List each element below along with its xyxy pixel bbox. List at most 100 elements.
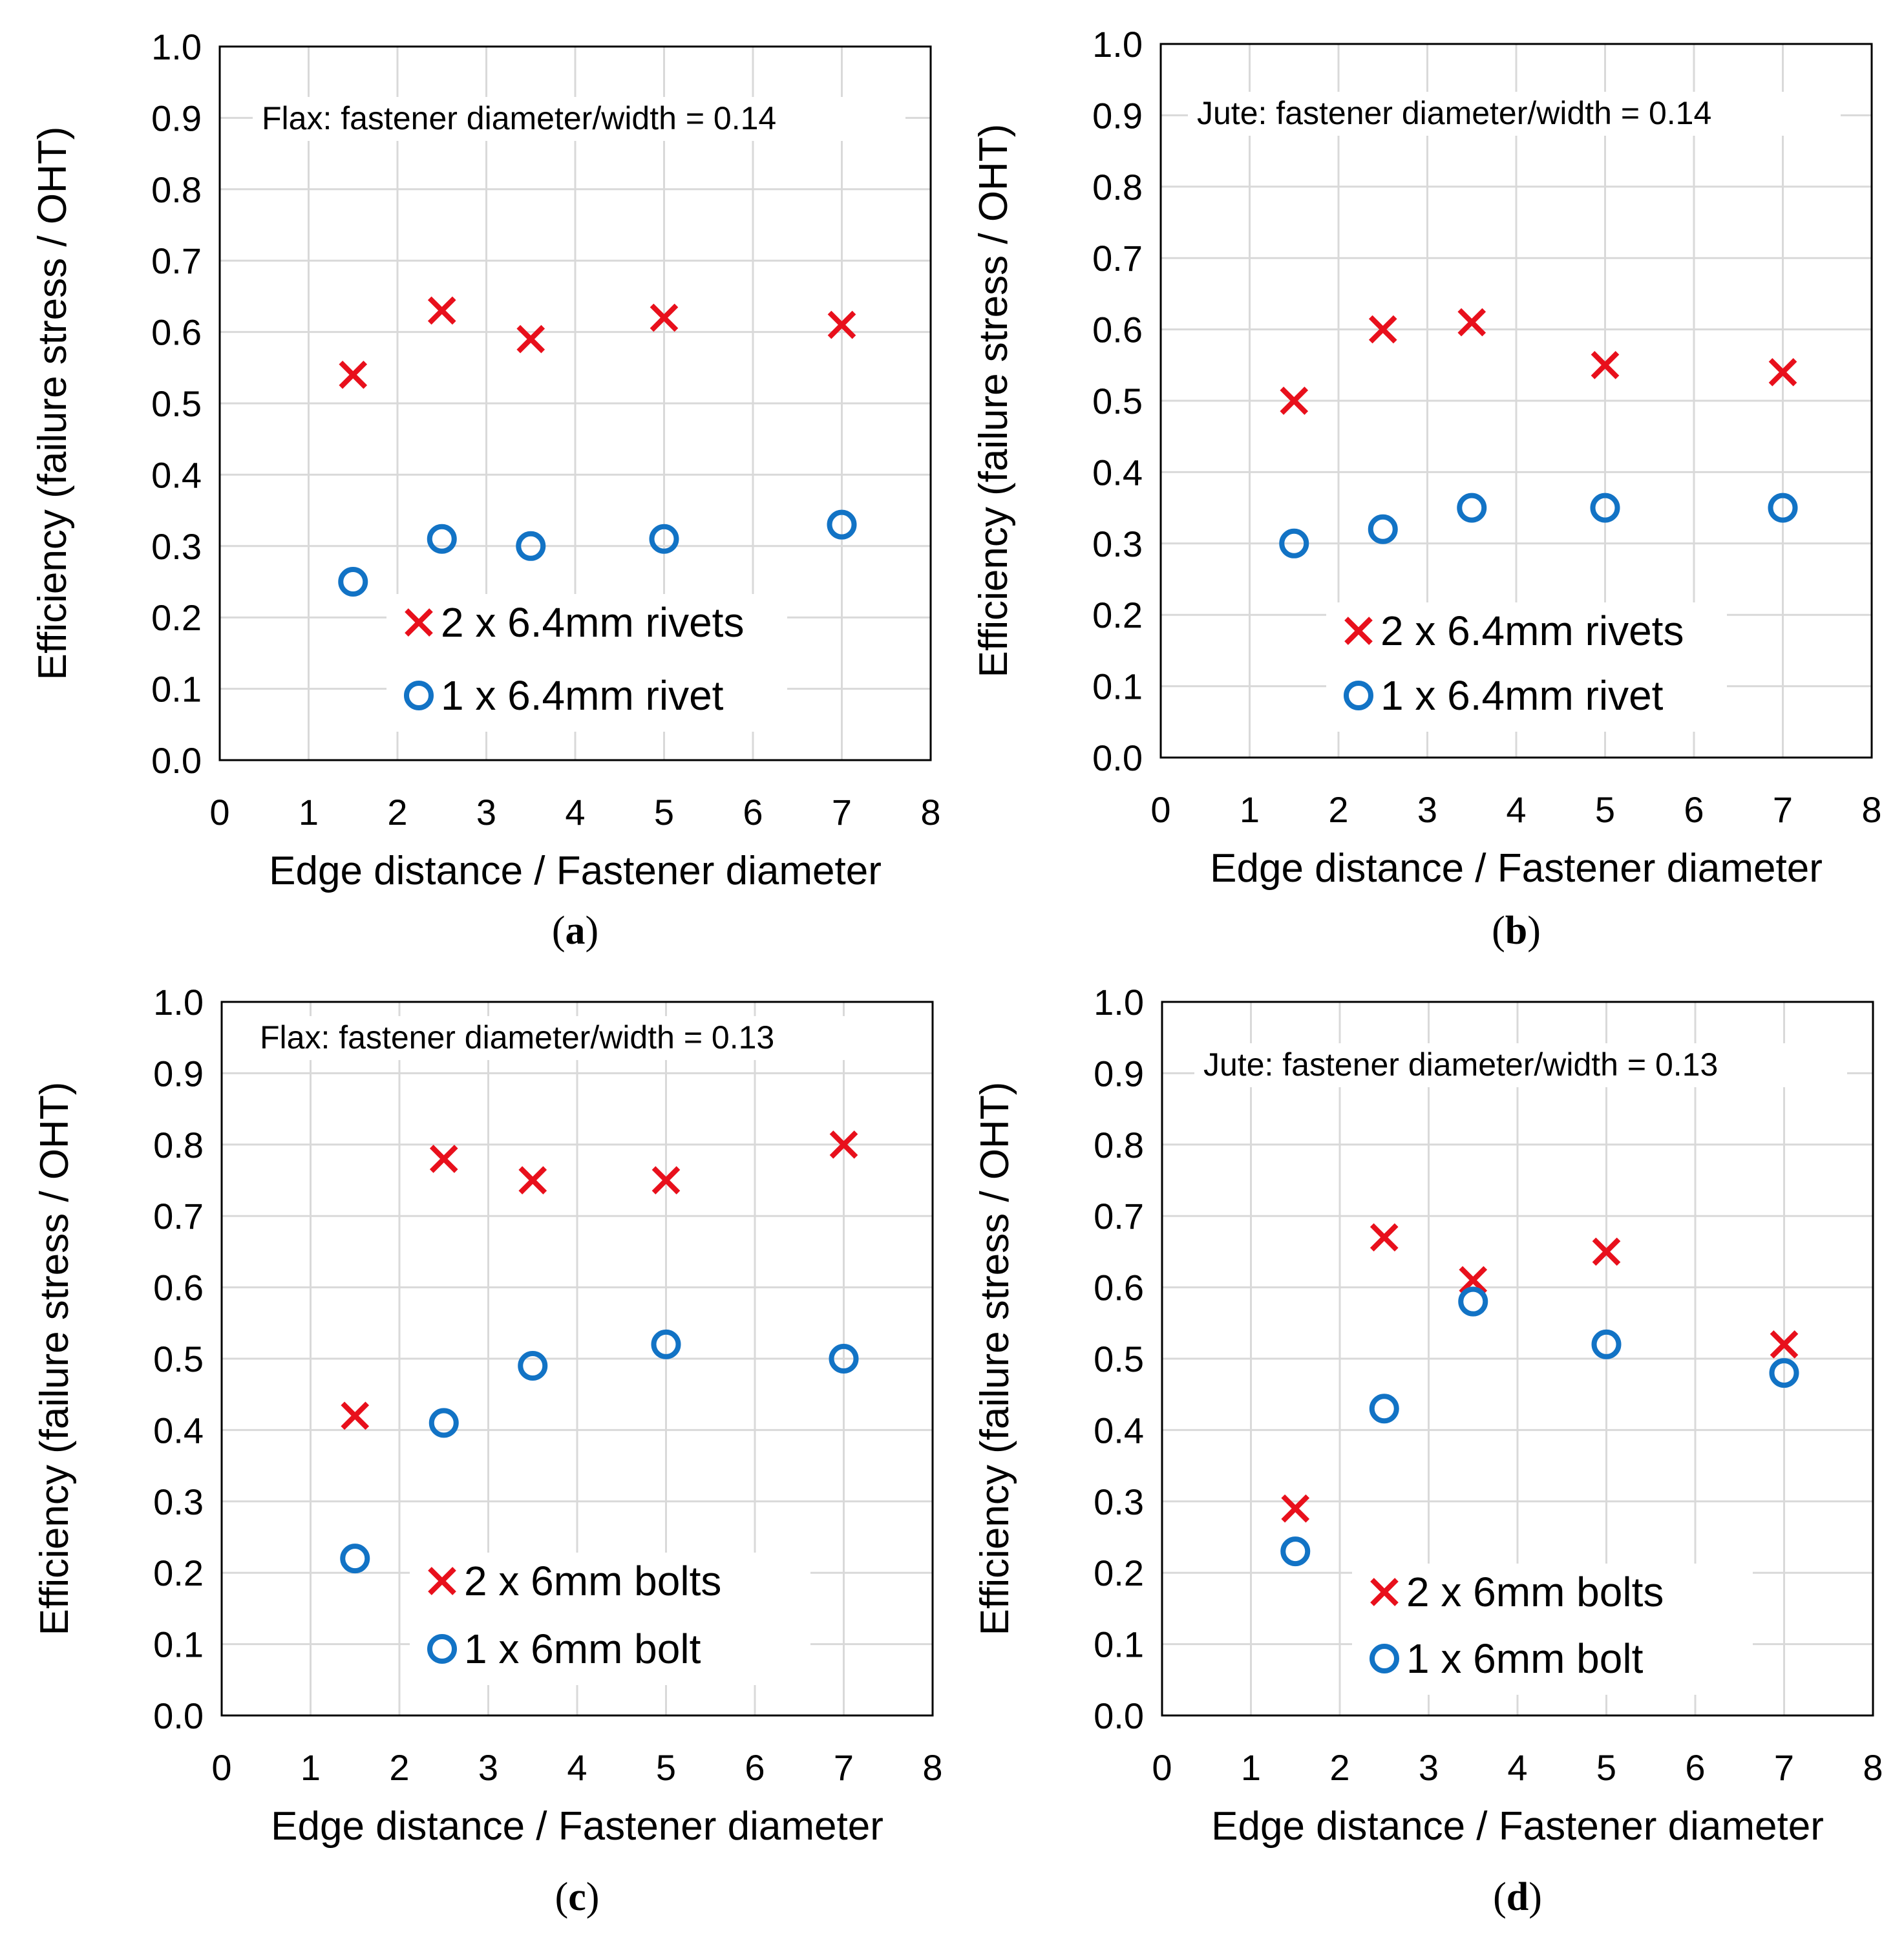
x-tick-label: 4 <box>567 1747 587 1788</box>
x-tick-label: 4 <box>1506 789 1526 830</box>
cross-stroke <box>518 1166 547 1194</box>
x-tick-label: 1 <box>301 1747 321 1788</box>
legend-marker-cross <box>1344 617 1373 645</box>
legend-label: 1 x 6.4mm rivet <box>441 672 724 719</box>
legend-label: 2 x 6.4mm rivets <box>1380 608 1684 654</box>
series-circles <box>1279 493 1798 558</box>
y-tick-label: 0.9 <box>1092 95 1143 136</box>
x-tick-label: 6 <box>745 1747 765 1788</box>
y-tick-label: 0.0 <box>1092 738 1143 778</box>
x-tick-label: 5 <box>1596 1747 1616 1788</box>
legend-marker-circle <box>1344 681 1373 710</box>
cross-stroke <box>1281 1494 1310 1523</box>
legend-background <box>1352 1564 1753 1695</box>
y-tick-label: 0.4 <box>1094 1410 1144 1450</box>
cross-stroke <box>405 608 433 637</box>
y-tick-label: 0.6 <box>151 312 202 353</box>
data-point-circle <box>338 567 368 597</box>
y-tick-label: 0.9 <box>151 98 202 138</box>
data-point-circle <box>1280 1536 1311 1567</box>
panel-b: 0.0 0.1 0.2 0.3 0.4 0.5 0.6 0.7 0.8 0.9 1.0 0 1 2 3 4 5 6… <box>971 24 1882 953</box>
y-tick-label: 0.5 <box>1092 381 1143 421</box>
y-tick-label: 0.4 <box>151 454 202 495</box>
y-tick-label: 0.7 <box>1092 238 1143 279</box>
panel-label: (d) <box>1493 1875 1542 1919</box>
y-tick-label: 0.5 <box>153 1339 204 1379</box>
data-point-circle <box>1369 1394 1399 1424</box>
data-point-circle <box>1368 514 1398 544</box>
x-tick-label: 8 <box>920 792 940 833</box>
y-axis-title: Efficiency (failure stress / OHT) <box>32 1082 77 1636</box>
x-tick-label: 8 <box>1861 789 1881 830</box>
cross-stroke <box>341 1401 370 1430</box>
y-tick-label: 0.7 <box>151 240 202 281</box>
y-tick-label: 0.0 <box>151 740 202 781</box>
cross-stroke <box>827 310 856 339</box>
cross-stroke <box>1770 1330 1799 1359</box>
x-tick-label: 5 <box>1595 789 1615 830</box>
y-tick-label: 1.0 <box>153 982 204 1023</box>
series-circles <box>338 509 857 597</box>
data-point-circle <box>1458 1286 1488 1317</box>
y-tick-label: 0.4 <box>153 1410 204 1450</box>
y-tick-label: 0.8 <box>1094 1125 1144 1165</box>
cross-stroke <box>1768 358 1797 387</box>
data-point-cross <box>1370 1223 1399 1252</box>
annotation-text: Jute: fastener diameter/width = 0.14 <box>1197 95 1711 131</box>
y-tick-label: 0.7 <box>153 1196 204 1237</box>
cross-stroke <box>1370 1578 1399 1606</box>
cross-stroke <box>1592 1237 1621 1266</box>
x-tick-label: 3 <box>476 792 496 833</box>
data-point-circle <box>340 1544 370 1574</box>
x-axis-title: Edge distance / Fastener diameter <box>1211 1804 1824 1849</box>
x-tick-label: 2 <box>1329 1747 1349 1788</box>
y-axis-title: Efficiency (failure stress / OHT) <box>971 124 1016 678</box>
annotation-text: Flax: fastener diameter/width = 0.13 <box>260 1019 774 1056</box>
panel-c: 0.0 0.1 0.2 0.3 0.4 0.5 0.6 0.7 0.8 0.9 1.0 0 1 2 3 4 5 6… <box>32 982 943 1919</box>
legend-background <box>386 594 787 732</box>
data-point-cross <box>339 361 368 389</box>
data-point-circle <box>1457 493 1487 523</box>
cross-stroke <box>829 1130 858 1159</box>
y-tick-label: 0.6 <box>153 1268 204 1308</box>
y-axis-title: Efficiency (failure stress / OHT) <box>973 1082 1017 1636</box>
data-point-cross <box>427 296 456 325</box>
y-axis-title: Efficiency (failure stress / OHT) <box>30 127 75 681</box>
x-tick-label: 1 <box>1240 789 1260 830</box>
cross-stroke <box>1344 617 1373 645</box>
data-point-circle <box>1279 528 1309 558</box>
legend-marker-cross <box>1370 1578 1399 1606</box>
cross-stroke <box>1459 1266 1488 1295</box>
y-tick-label: 0.7 <box>1094 1196 1144 1237</box>
data-point-circle <box>651 1329 681 1359</box>
panel-d: 0.0 0.1 0.2 0.3 0.4 0.5 0.6 0.7 0.8 0.9 1.0 0 1 2 3 4 5 6… <box>973 982 1883 1919</box>
data-point-circle <box>649 524 679 554</box>
data-point-cross <box>1770 1330 1799 1359</box>
y-tick-label: 0.8 <box>151 169 202 210</box>
legend-marker-circle <box>404 681 434 710</box>
data-point-cross <box>1459 1266 1488 1295</box>
data-point-circle <box>427 524 457 554</box>
annotation-background <box>1188 92 1841 136</box>
cross-stroke <box>427 296 456 325</box>
x-tick-label: 4 <box>1507 1747 1527 1788</box>
y-tick-label: 0.3 <box>1092 524 1143 564</box>
y-tick-label: 0.2 <box>1094 1553 1144 1593</box>
x-tick-label: 7 <box>834 1747 854 1788</box>
x-tick-label: 5 <box>654 792 674 833</box>
data-point-cross <box>650 303 679 332</box>
panel-a: 0.0 0.1 0.2 0.3 0.4 0.5 0.6 0.7 0.8 0.9 1.0 0 1 2 3 4 5 6… <box>30 27 941 953</box>
data-point-circle <box>827 509 857 540</box>
data-point-cross <box>429 1145 458 1173</box>
cross-stroke <box>516 324 545 354</box>
cross-stroke <box>339 361 368 389</box>
annotation-text: Flax: fastener diameter/width = 0.14 <box>262 100 776 136</box>
plot-frame <box>1161 1001 1874 1717</box>
x-tick-label: 2 <box>387 792 407 833</box>
series-crosses <box>1280 308 1797 415</box>
x-tick-label: 4 <box>565 792 585 833</box>
series-crosses <box>1281 1223 1799 1523</box>
x-tick-label: 7 <box>1774 1747 1794 1788</box>
cross-stroke <box>429 1145 458 1173</box>
